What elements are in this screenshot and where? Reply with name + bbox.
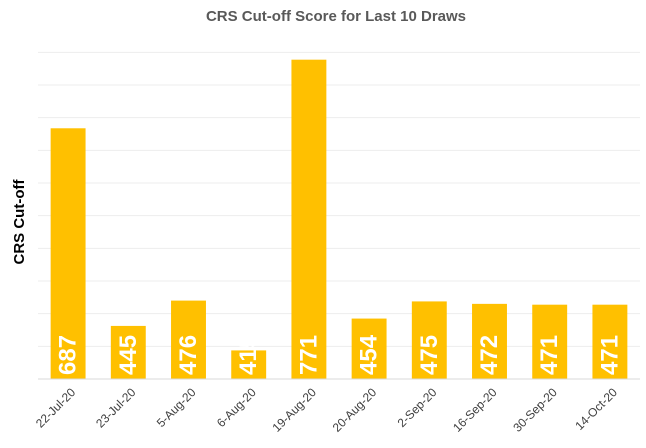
data-label-14-Oct-20: 471 — [596, 335, 623, 375]
chart-title: CRS Cut-off Score for Last 10 Draws — [206, 8, 466, 25]
x-tick-2-Sep-20: 2-Sep-20 — [395, 385, 440, 430]
x-tick-20-Aug-20: 20-Aug-20 — [330, 385, 380, 435]
x-tick-22-Jul-20: 22-Jul-20 — [33, 385, 79, 431]
x-tick-30-Sep-20: 30-Sep-20 — [510, 385, 560, 435]
bar-16-Sep-20 — [472, 303, 507, 379]
bar-30-Sep-20 — [532, 304, 568, 379]
bar-19-Aug-20 — [291, 59, 327, 379]
bars — [50, 59, 628, 379]
gridlines — [38, 51, 640, 347]
x-tick-19-Aug-20: 19-Aug-20 — [269, 385, 319, 435]
bar-22-Jul-20 — [50, 128, 86, 379]
x-tick-14-Oct-20: 14-Oct-20 — [572, 385, 620, 433]
x-tick-5-Aug-20: 5-Aug-20 — [154, 385, 199, 430]
data-label-22-Jul-20: 687 — [55, 335, 82, 375]
data-label-30-Sep-20: 471 — [536, 335, 563, 375]
x-tick-labels: 22-Jul-20 23-Jul-20 5-Aug-20 6-Aug-20 19-Aug… — [33, 385, 620, 435]
x-tick-23-Jul-20: 23-Jul-20 — [93, 385, 139, 431]
data-label-19-Aug-20: 771 — [295, 335, 322, 375]
data-label-2-Sep-20: 475 — [416, 335, 443, 375]
bar-23-Jul-20 — [110, 325, 146, 379]
data-label-20-Aug-20: 454 — [356, 334, 383, 375]
bar-14-Oct-20 — [592, 304, 628, 379]
x-tick-6-Aug-20: 6-Aug-20 — [214, 385, 259, 430]
data-label-23-Jul-20: 445 — [115, 335, 142, 375]
bar-2-Sep-20 — [411, 301, 447, 379]
data-label-16-Sep-20: 472 — [476, 335, 503, 375]
data-labels: 687 445 476 415 771 454 475 472 471 471 — [55, 334, 624, 375]
data-label-5-Aug-20: 476 — [175, 335, 202, 375]
x-tick-16-Sep-20: 16-Sep-20 — [450, 385, 500, 435]
bar-6-Aug-20 — [231, 350, 267, 379]
y-axis-label: CRS Cut-off — [11, 179, 28, 265]
data-label-6-Aug-20: 415 — [235, 335, 262, 375]
bar-5-Aug-20 — [171, 300, 206, 379]
bar-20-Aug-20 — [351, 318, 387, 379]
